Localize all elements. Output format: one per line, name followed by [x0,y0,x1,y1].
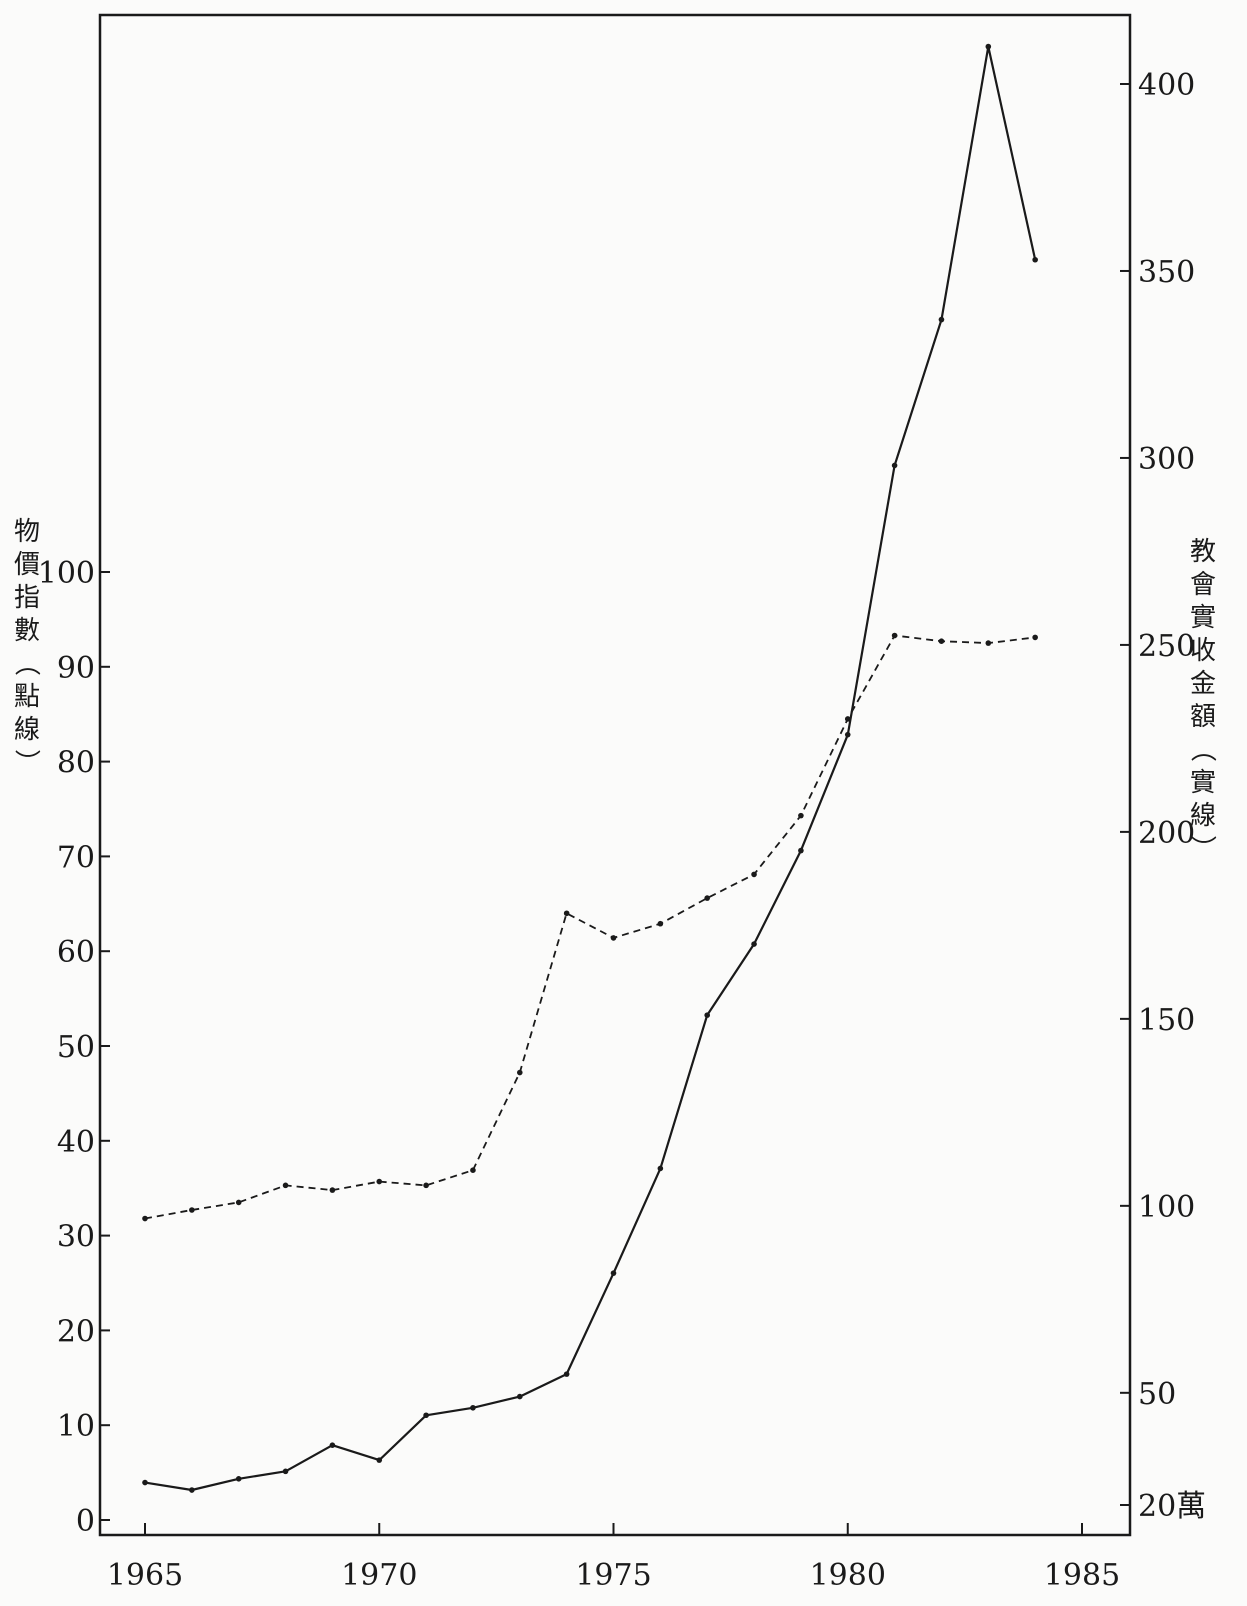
right-tick-label: 250 [1138,629,1195,664]
data-point [563,910,570,917]
axis-title-char: 教 [1190,537,1216,567]
right-tick-label: 350 [1138,255,1195,290]
axis-title-char: （ [11,650,41,676]
data-point [610,935,617,941]
left-tick-label: 80 [57,746,95,781]
x-tick-label: 1975 [575,1558,651,1593]
data-point [657,1165,664,1172]
axis-title-char: 物 [14,517,40,547]
left-tick-label: 20 [57,1314,95,1349]
data-point [985,640,992,646]
data-point [938,316,945,323]
x-axis: 1965 1970 1975 1980 1985 [107,1523,1120,1593]
axis-title-char: 實 [1190,603,1216,633]
data-point [985,43,992,50]
data-point [751,871,757,878]
data-point [329,1187,336,1193]
data-point [704,895,710,901]
x-tick-label: 1970 [341,1558,417,1593]
right-tick-label: 20萬 [1138,1489,1206,1524]
left-tick-label: 100 [38,556,95,591]
left-tick-label: 70 [57,840,95,875]
axis-title-char: 價 [14,550,40,580]
axis-title-char: 額 [1190,702,1216,732]
data-point [798,847,804,854]
plot-frame [98,13,1132,1537]
x-tick-label: 1980 [810,1558,886,1593]
axis-title-char: 線 [1190,801,1216,831]
data-point [891,632,898,639]
data-point [329,1442,336,1448]
axis-title-char: ） [11,749,41,775]
series-line-solid [144,45,1037,1492]
data-point [142,1215,148,1222]
axis-title-char: （ [1187,736,1217,762]
right-y-axis: 20萬 50 100 150 200 250 300 350 400 [1120,68,1206,1524]
left-tick-label: 90 [57,651,95,686]
axis-title-char: 數 [14,616,40,646]
data-point [938,638,945,645]
data-point [423,1412,429,1419]
data-point [189,1207,195,1213]
axis-title-char: 金 [1190,669,1216,699]
data-point [657,920,664,927]
axis-title-char: 收 [1190,636,1216,666]
data-point [517,1069,523,1076]
data-point [798,812,804,819]
data-point [470,1404,476,1411]
right-tick-label: 400 [1138,68,1195,103]
axis-title-char: 會 [1190,570,1216,600]
axis-title-char: 線 [14,715,40,745]
right-tick-label: 50 [1138,1377,1176,1412]
data-point [470,1167,476,1173]
axis-title-char: 實 [1190,768,1216,798]
data-point [891,462,898,469]
data-point [844,731,851,738]
data-point [704,1012,710,1018]
data-point [282,1468,289,1475]
left-tick-label: 10 [57,1409,95,1444]
x-tick-label: 1965 [107,1558,183,1593]
left-tick-label: 50 [57,1030,95,1065]
right-tick-label: 200 [1138,816,1195,851]
left-tick-label: 40 [57,1125,95,1160]
data-point [376,1178,383,1185]
data-point [235,1476,242,1482]
data-point [142,1479,148,1486]
data-point [563,1371,570,1377]
data-point [189,1487,195,1493]
right-tick-label: 100 [1138,1190,1195,1225]
data-point [282,1182,289,1189]
axis-title-char: 指 [14,583,40,613]
data-point [1032,634,1038,641]
right-tick-label: 150 [1138,1003,1195,1038]
axis-title-char: 點 [14,682,40,712]
axis-title-char: ） [1187,835,1217,861]
data-point [844,716,851,722]
data-point [1032,256,1038,263]
data-point [423,1182,429,1189]
data-point [610,1270,617,1276]
right-tick-label: 300 [1138,442,1195,477]
data-point [235,1199,242,1206]
left-y-axis: 0 10 20 30 40 50 60 70 80 90 100 [38,556,110,1539]
left-tick-label: 0 [76,1504,95,1539]
data-point [751,941,757,947]
data-point [376,1457,383,1463]
series-layer [142,43,1038,1493]
series-line-dotted [144,634,1036,1220]
data-point [517,1393,523,1400]
left-tick-label: 60 [57,935,95,970]
left-tick-label: 30 [57,1220,95,1255]
x-tick-label: 1985 [1044,1558,1120,1593]
